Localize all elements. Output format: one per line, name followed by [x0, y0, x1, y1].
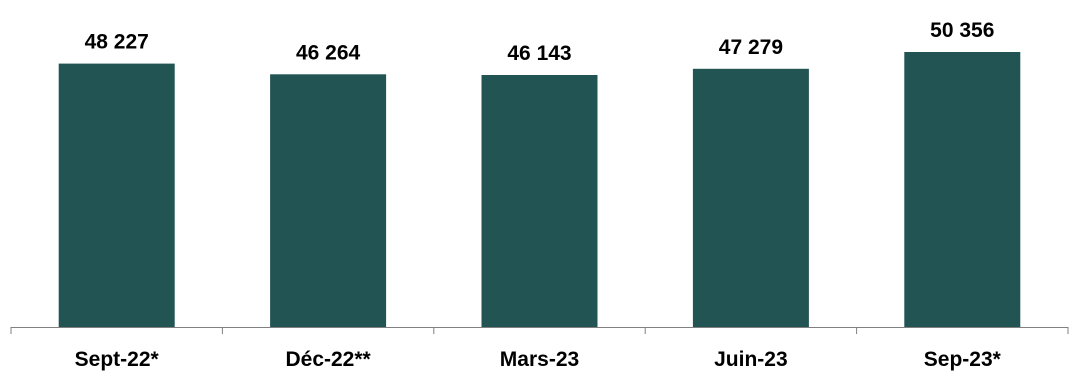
x-axis-tick-labels: Sept-22* Déc-22** Mars-23 Juin-23 Sep-23*: [75, 348, 1002, 371]
data-label-1: 48 227: [85, 31, 149, 54]
bar-5: [904, 52, 1021, 327]
data-label-4: 47 279: [719, 36, 783, 59]
x-tick-label-1: Sept-22*: [75, 348, 160, 371]
bars-group: [58, 52, 1021, 328]
data-label-5: 50 356: [930, 19, 994, 42]
x-tick-label-3: Mars-23: [500, 348, 579, 371]
bar-1: [58, 63, 175, 327]
value-labels-group: 48 227 46 264 46 143 47 279 50 356: [85, 19, 995, 65]
x-axis: [10, 327, 1069, 334]
bar-3: [481, 75, 598, 327]
x-tick-label-5: Sep-23*: [924, 348, 1002, 371]
bar-2: [270, 74, 387, 327]
data-label-2: 46 264: [296, 41, 361, 64]
x-tick-label-4: Juin-23: [714, 348, 788, 371]
x-tick-label-2: Déc-22**: [285, 348, 371, 371]
bar-4: [692, 68, 809, 328]
data-label-3: 46 143: [507, 42, 571, 65]
